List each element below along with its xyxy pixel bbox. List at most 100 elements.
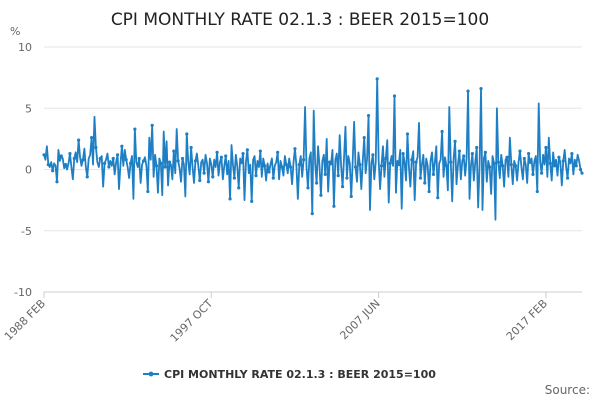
data-point[interactable]: [509, 163, 513, 167]
data-point[interactable]: [51, 169, 55, 173]
data-point[interactable]: [345, 176, 349, 180]
data-point[interactable]: [501, 164, 505, 168]
data-point[interactable]: [293, 147, 297, 151]
data-point[interactable]: [215, 150, 219, 154]
data-point[interactable]: [94, 145, 98, 150]
data-point[interactable]: [250, 199, 254, 203]
data-point[interactable]: [193, 159, 198, 163]
data-point[interactable]: [449, 160, 453, 164]
data-point[interactable]: [414, 160, 418, 164]
data-point[interactable]: [211, 175, 215, 179]
data-point[interactable]: [336, 174, 340, 178]
data-point[interactable]: [237, 186, 241, 190]
data-point[interactable]: [405, 132, 410, 136]
data-point[interactable]: [553, 164, 557, 168]
data-point[interactable]: [115, 153, 120, 157]
data-point[interactable]: [128, 161, 133, 165]
data-point[interactable]: [263, 164, 267, 168]
data-point[interactable]: [107, 165, 111, 169]
data-point[interactable]: [366, 114, 371, 118]
data-point[interactable]: [254, 174, 258, 178]
data-point[interactable]: [332, 204, 336, 208]
data-point[interactable]: [315, 181, 319, 185]
data-point[interactable]: [496, 160, 500, 164]
data-point[interactable]: [154, 164, 159, 168]
data-point[interactable]: [72, 156, 76, 161]
data-point[interactable]: [159, 161, 163, 165]
data-point[interactable]: [163, 165, 167, 169]
data-point[interactable]: [375, 77, 379, 81]
data-point[interactable]: [462, 154, 466, 158]
data-point[interactable]: [401, 151, 405, 156]
data-point[interactable]: [146, 189, 150, 194]
data-point[interactable]: [302, 158, 306, 162]
data-point[interactable]: [531, 172, 535, 176]
data-point[interactable]: [284, 163, 288, 167]
data-point[interactable]: [453, 139, 457, 143]
data-point[interactable]: [133, 127, 137, 131]
data-point[interactable]: [124, 158, 128, 162]
data-point[interactable]: [241, 151, 245, 156]
data-point[interactable]: [77, 138, 81, 142]
data-point[interactable]: [548, 161, 552, 165]
data-point[interactable]: [544, 145, 548, 150]
data-point[interactable]: [271, 176, 275, 180]
data-point[interactable]: [397, 163, 401, 167]
data-point[interactable]: [431, 172, 436, 176]
data-point[interactable]: [59, 154, 63, 158]
data-point[interactable]: [180, 156, 185, 161]
data-point[interactable]: [64, 163, 68, 167]
data-point[interactable]: [319, 193, 323, 197]
data-point[interactable]: [276, 150, 280, 154]
data-point[interactable]: [362, 136, 366, 140]
data-point[interactable]: [540, 171, 544, 175]
data-point[interactable]: [561, 159, 565, 163]
data-point[interactable]: [81, 158, 85, 162]
data-point[interactable]: [185, 132, 189, 136]
data-point[interactable]: [379, 164, 384, 168]
data-point[interactable]: [353, 165, 358, 169]
data-point[interactable]: [102, 161, 107, 165]
data-point[interactable]: [565, 176, 570, 180]
data-point[interactable]: [98, 156, 102, 161]
data-point[interactable]: [202, 171, 206, 175]
data-point[interactable]: [280, 165, 284, 169]
data-point[interactable]: [310, 212, 314, 216]
data-point[interactable]: [418, 176, 423, 180]
data-point[interactable]: [306, 186, 310, 190]
data-point[interactable]: [527, 151, 531, 156]
data-point[interactable]: [289, 165, 293, 169]
data-point[interactable]: [492, 161, 496, 165]
data-point[interactable]: [228, 197, 232, 201]
data-point[interactable]: [427, 189, 431, 194]
data-point[interactable]: [440, 129, 444, 134]
data-point[interactable]: [46, 163, 50, 167]
data-point[interactable]: [189, 145, 193, 150]
series-line[interactable]: [43, 77, 583, 221]
data-point[interactable]: [68, 151, 72, 156]
data-point[interactable]: [580, 171, 584, 175]
data-point[interactable]: [505, 155, 509, 159]
data-point[interactable]: [384, 156, 388, 161]
data-point[interactable]: [518, 149, 522, 153]
data-point[interactable]: [55, 180, 59, 184]
data-point[interactable]: [206, 180, 211, 184]
data-point[interactable]: [90, 136, 94, 140]
data-point[interactable]: [410, 158, 414, 162]
data-point[interactable]: [349, 194, 353, 199]
data-point[interactable]: [535, 189, 539, 194]
data-point[interactable]: [388, 161, 392, 165]
legend[interactable]: CPI MONTHLY RATE 02.1.3 : BEER 2015=100: [143, 368, 436, 381]
data-point[interactable]: [267, 170, 271, 174]
data-point[interactable]: [85, 175, 89, 179]
data-point[interactable]: [466, 89, 470, 93]
data-point[interactable]: [224, 154, 228, 158]
data-point[interactable]: [120, 144, 124, 148]
data-point[interactable]: [423, 181, 427, 185]
data-point[interactable]: [327, 160, 332, 164]
data-point[interactable]: [483, 150, 487, 154]
data-point[interactable]: [457, 149, 461, 153]
data-point[interactable]: [340, 185, 345, 189]
data-point[interactable]: [358, 163, 362, 167]
data-point[interactable]: [475, 145, 479, 150]
